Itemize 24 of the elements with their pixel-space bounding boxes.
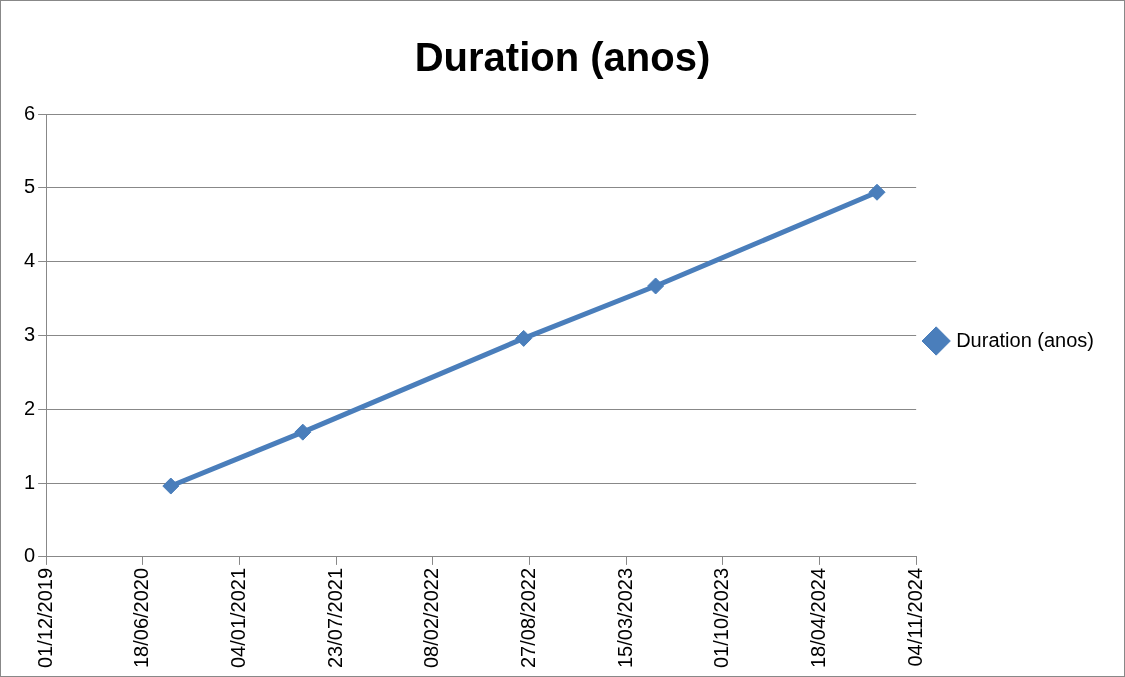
point bbox=[294, 423, 312, 441]
point bbox=[647, 277, 665, 295]
x-tick-label: 18/06/2020 bbox=[130, 567, 153, 669]
x-tick-label: 23/07/2021 bbox=[323, 567, 346, 669]
x-tick-label: 01/12/2019 bbox=[33, 567, 56, 669]
y-tick-label: 0 bbox=[24, 544, 36, 567]
x-tick-label: 01/10/2023 bbox=[710, 567, 733, 669]
x-tick-label: 04/11/2024 bbox=[903, 567, 926, 667]
point bbox=[868, 183, 886, 201]
y-tick-label: 3 bbox=[24, 322, 36, 345]
y-tick-label: 4 bbox=[24, 249, 36, 272]
y-tick-label: 2 bbox=[24, 396, 36, 419]
point bbox=[162, 477, 180, 495]
legend-label: Duration (anos) bbox=[956, 328, 1094, 351]
point bbox=[515, 329, 533, 347]
x-tick-label: 15/03/2023 bbox=[613, 567, 636, 669]
x-tick-label: 27/08/2022 bbox=[516, 567, 539, 669]
x-tick-label: 08/02/2022 bbox=[420, 567, 443, 669]
chart-title: Duration (anos) bbox=[414, 35, 711, 80]
y-tick-label: 1 bbox=[24, 470, 36, 493]
y-tick-label: 5 bbox=[24, 175, 36, 198]
x-tick-label: 18/04/2024 bbox=[807, 567, 829, 669]
y-tick-label: 6 bbox=[24, 101, 36, 124]
x-tick-label: 04/01/2021 bbox=[226, 567, 249, 669]
